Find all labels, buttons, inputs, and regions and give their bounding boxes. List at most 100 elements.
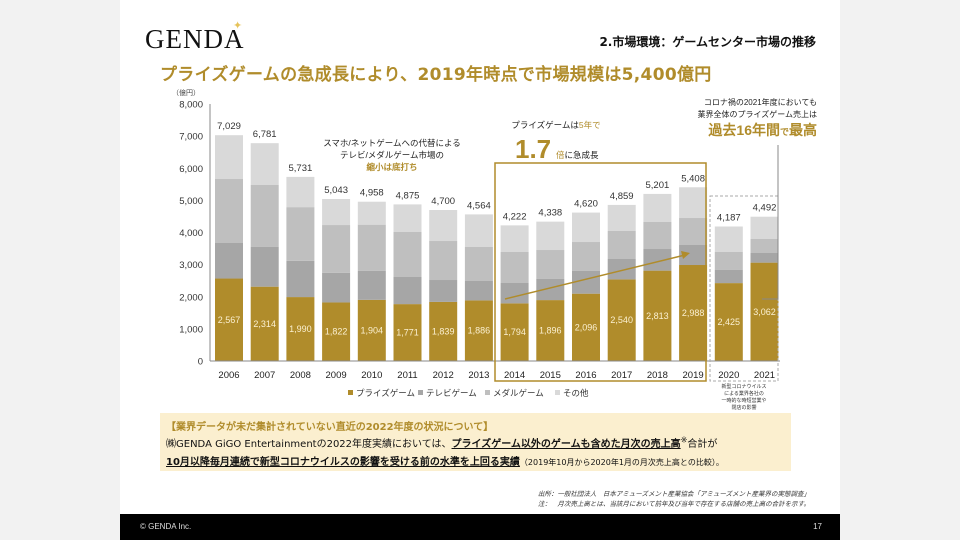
prize-value-label: 1,904 — [361, 325, 384, 335]
bar-segment-tv — [714, 269, 743, 284]
growth-annotation-2: 倍に急成長 — [556, 150, 599, 160]
x-tick-label: 2016 — [575, 370, 596, 381]
x-tick-label: 2010 — [361, 370, 382, 381]
footer: © GENDA Inc. 17 — [120, 514, 840, 540]
covid-highlight-c: 最高 — [789, 122, 817, 138]
bar-segment-other — [322, 198, 351, 226]
note-line-1: ㈱GENDA GiGO Entertainmentの2022年度実績においては、… — [166, 435, 717, 450]
y-tick-label: 4,000 — [179, 228, 203, 239]
prize-value-label: 1,839 — [432, 326, 455, 336]
bar-segment-tv — [322, 272, 351, 303]
prize-value-label: 2,988 — [682, 308, 705, 318]
x-tick-label: 2013 — [468, 370, 489, 381]
bar-segment-medal — [215, 179, 243, 244]
y-tick-label: 7,000 — [179, 132, 203, 143]
bar-segment-tv — [393, 276, 422, 305]
page-number: 17 — [813, 522, 822, 531]
note-line-1-c: 合計が — [687, 439, 718, 450]
bar-segment-medal — [572, 242, 600, 271]
prize-value-label: 1,794 — [503, 327, 526, 337]
bar-segment-prize — [286, 297, 315, 361]
bar-segment-prize — [536, 300, 565, 361]
bar-segment-other — [215, 135, 243, 180]
decline-annotation-3: 縮小は底打ち — [366, 162, 417, 172]
bar-segment-other — [572, 212, 600, 243]
total-value-label: 4,958 — [360, 188, 384, 199]
growth-multiplier: 1.7 — [515, 134, 551, 164]
bar-segment-other — [286, 176, 315, 208]
x-tick-label: 2006 — [218, 370, 239, 381]
bar-segment-medal — [607, 230, 636, 260]
bar-segment-other — [500, 225, 529, 252]
covid-highlight-a: 過去16年間 — [707, 122, 780, 138]
y-tick-label: 2,000 — [179, 292, 203, 303]
bar-segment-tv — [250, 246, 279, 287]
bar-segment-tv — [357, 270, 386, 300]
x-tick-label: 2017 — [611, 370, 632, 381]
bar-segment-tv — [679, 244, 708, 266]
total-value-label: 4,492 — [753, 203, 777, 214]
bar-segment-tv — [572, 270, 600, 294]
covid-highlight-b: で — [780, 127, 789, 137]
prize-value-label: 2,567 — [218, 315, 241, 325]
bar-segment-tv — [607, 259, 636, 280]
bar-segment-prize — [322, 302, 351, 361]
decline-annotation-2: テレビ/メダルゲーム市場の — [340, 150, 444, 160]
covid-connector — [762, 145, 779, 300]
y-tick-label: 8,000 — [179, 100, 203, 111]
total-value-label: 5,043 — [324, 185, 348, 196]
bar-segment-prize — [215, 278, 243, 361]
bar-segment-prize — [500, 303, 529, 361]
copyright: © GENDA Inc. — [140, 522, 192, 531]
total-value-label: 6,781 — [253, 129, 277, 140]
prize-value-label: 1,990 — [289, 324, 312, 334]
bar-segment-tv — [215, 243, 243, 279]
x-tick-label: 2012 — [433, 370, 454, 381]
bar-segment-medal — [357, 224, 386, 271]
bar-segment-prize — [643, 270, 672, 361]
bar-segment-prize — [357, 299, 386, 361]
prize-value-label: 2,540 — [610, 315, 633, 325]
bar-segment-medal — [500, 251, 529, 284]
legend-label: プライズゲーム — [356, 388, 415, 398]
bar-segment-other — [393, 204, 422, 232]
bar-segment-medal — [714, 251, 743, 270]
bar-segment-medal — [464, 246, 493, 282]
bar-segment-prize — [464, 300, 493, 361]
prize-value-label: 1,822 — [325, 327, 348, 337]
note-line-2: 10月以降毎月連続で新型コロナウイルスの影響を受ける前の水準を上回る実績（201… — [166, 453, 724, 468]
y-axis-unit: （億円） — [172, 88, 200, 97]
total-value-label: 4,564 — [467, 200, 491, 211]
bar-segment-tv — [536, 278, 565, 301]
bar-segment-prize — [250, 286, 279, 361]
bar-segment-medal — [679, 218, 708, 245]
bar-segment-medal — [750, 238, 779, 253]
total-value-label: 4,700 — [431, 196, 455, 207]
note-line-1-a: ㈱GENDA GiGO Entertainmentの2022年度実績においては、 — [166, 439, 452, 450]
growth-arrow — [504, 254, 686, 300]
bar-segment-tv — [643, 249, 672, 271]
bar-segment-medal — [393, 231, 422, 277]
note-title: 【業界データが未だ集計されていない直近の2022年度の状況について】 — [166, 422, 494, 433]
bar-segment-prize — [679, 265, 708, 361]
source-line-2: 注： 月次売上高とは、当該月において前年及び当年で存在する店舗の売上高の合計を示… — [537, 500, 810, 508]
source-line-1: 出所：一般社団法人 日本アミューズメント産業協会「アミューズメント産業界の実態調… — [537, 490, 810, 498]
bar-segment-other — [429, 210, 458, 242]
headline: プライズゲームの急成長により、2019年時点で市場規模は5,400億円 — [160, 65, 712, 85]
note-line-2-b: （2019年10月から2020年1月の月次売上高との比較）。 — [519, 458, 724, 467]
prize-value-label: 2,314 — [253, 319, 276, 329]
legend-swatch — [348, 390, 353, 395]
covid-highlight: 過去16年間で最高 — [707, 122, 817, 138]
y-tick-label: 3,000 — [179, 260, 203, 271]
y-tick-label: 0 — [198, 357, 203, 368]
growth-text-a: プライズゲームは — [511, 120, 579, 130]
x-tick-label: 2020 — [718, 370, 739, 381]
prize-value-label: 1,771 — [396, 328, 419, 338]
market-chart: （億円） 0 1,000 2,000 3,000 4,000 5,000 6,000 7,00… — [172, 88, 817, 410]
bar-segment-other — [607, 204, 636, 231]
bar-segment-prize — [393, 304, 422, 361]
bar-segment-medal — [643, 221, 672, 250]
note-footnote-mark: ※ — [680, 435, 688, 445]
sparkle-icon: ✦ — [233, 19, 243, 32]
bar-segment-tv — [464, 281, 493, 301]
